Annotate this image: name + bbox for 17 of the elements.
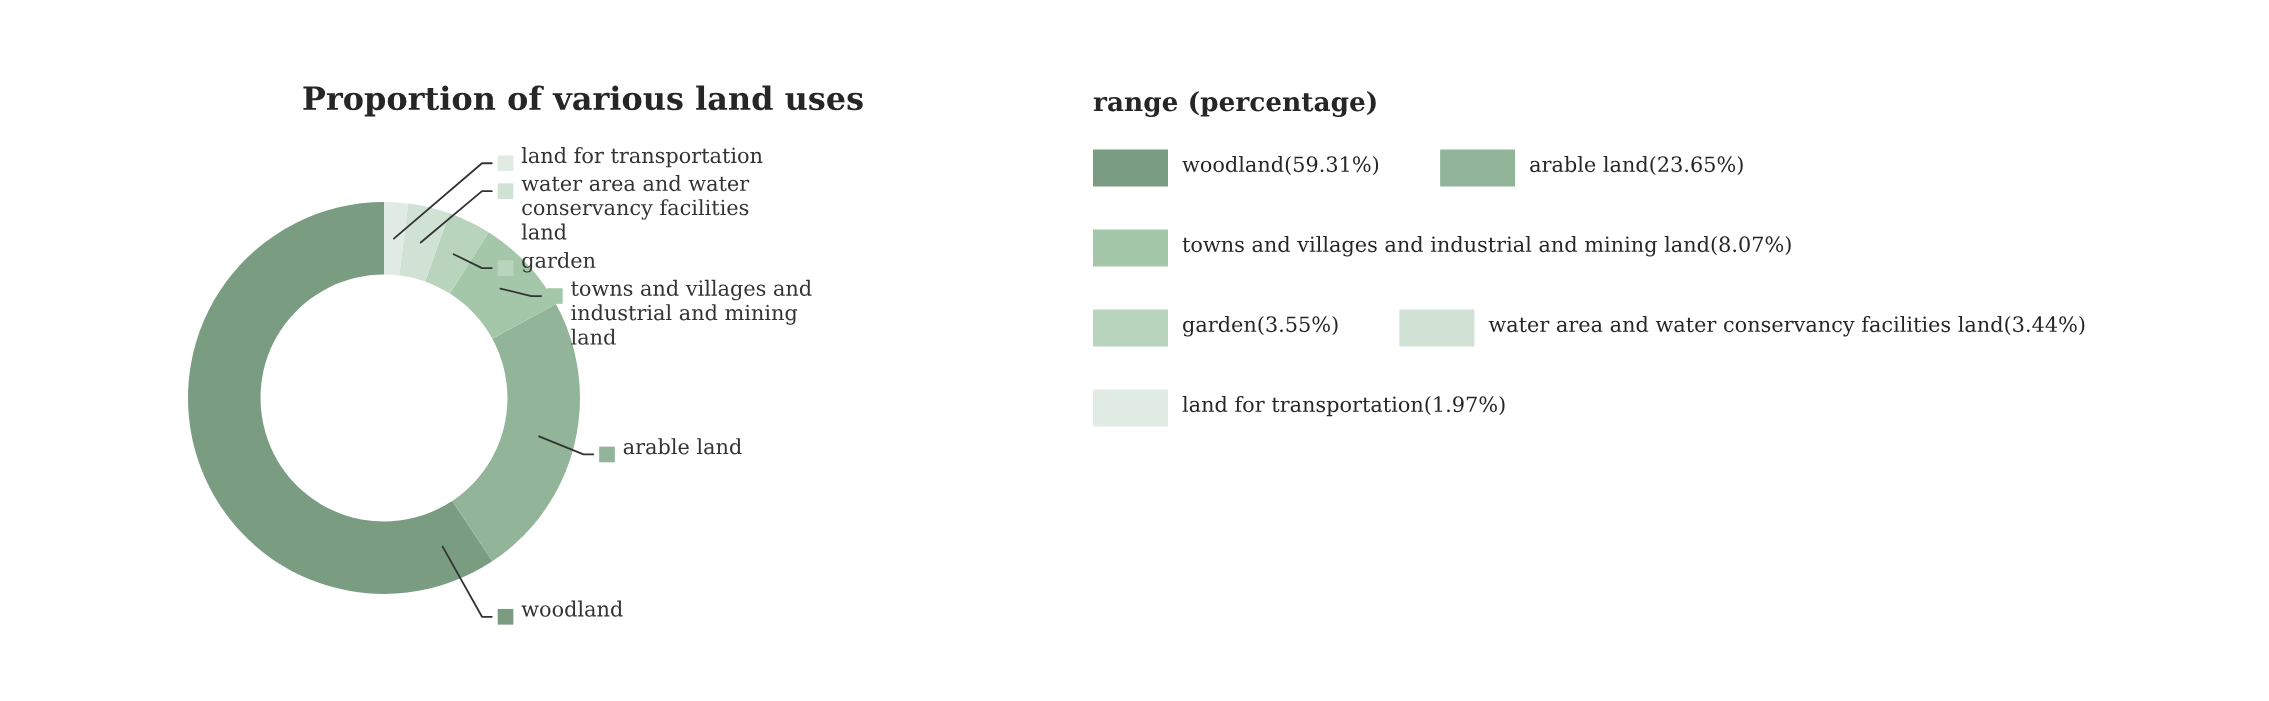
donut-slice	[425, 213, 489, 294]
category-label: arable land(23.65%)	[1530, 156, 1743, 176]
legend-label: land for transportation	[521, 147, 763, 168]
category-label: towns and villages and industrial and mining land(8.07%)	[1182, 236, 1791, 257]
legend-label: arable land	[623, 438, 742, 455]
category-label: water area and water conservancy facilities land(3.44%)	[1488, 316, 2085, 337]
category-label: garden(3.55%)	[1183, 316, 1338, 337]
donut-slice	[399, 203, 450, 282]
legend-label: garden	[522, 251, 596, 273]
donut-slice	[188, 202, 493, 594]
chart-title: Proportion of various land uses	[303, 85, 863, 117]
legend-label: towns and villages and industrial and mining land	[571, 279, 812, 345]
category-label: land for transportation(1.97%)	[1182, 396, 1505, 417]
legend-title: range (percentage)	[1093, 91, 1376, 117]
legend-label: woodland	[521, 600, 623, 617]
category-label: woodland(59.31%)	[1182, 156, 1379, 176]
donut-slice	[384, 202, 409, 276]
